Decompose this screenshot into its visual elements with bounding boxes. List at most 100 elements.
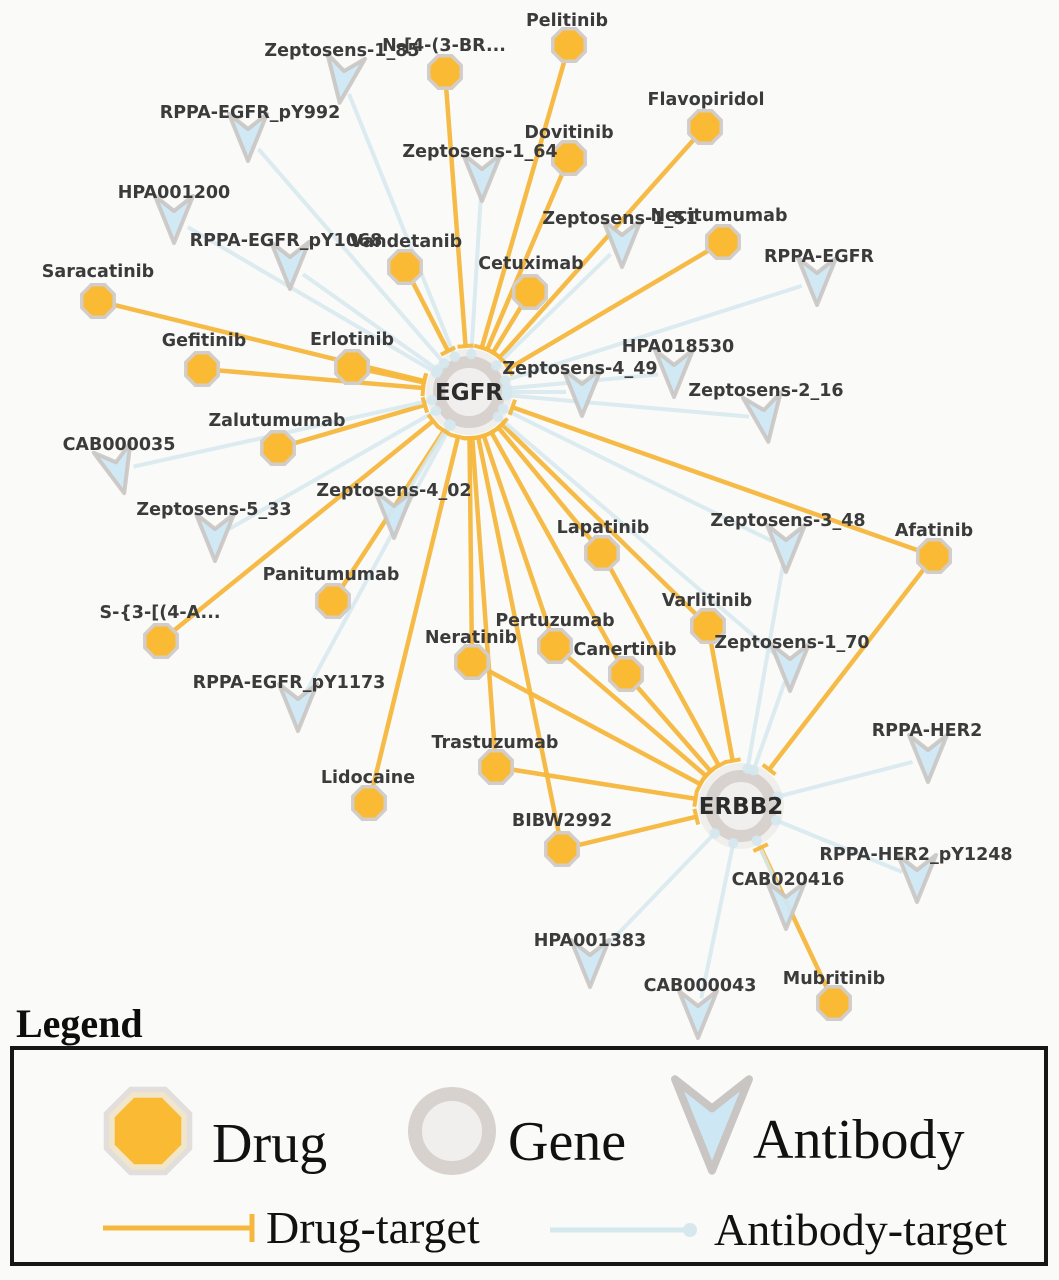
legend-antibody-icon bbox=[671, 1075, 753, 1175]
antibody-target-dot-z5_33-EGFR bbox=[430, 405, 442, 417]
drug-target-edge-neratinib-EGFR bbox=[467, 437, 475, 659]
antibody-node-z2_16[interactable] bbox=[740, 390, 787, 445]
antibody-target-dot-rppa_egfr_py1068-EGFR bbox=[432, 364, 444, 376]
drug-node-dovitinib[interactable] bbox=[551, 140, 587, 176]
drug-target-tee-lidocaine-EGFR bbox=[449, 432, 467, 441]
antibody-node-z1_51[interactable] bbox=[601, 218, 643, 269]
drug-node-zalutumumab[interactable] bbox=[260, 430, 296, 466]
antibody-node-z1_64[interactable] bbox=[461, 152, 503, 203]
antibody-node-z4_02[interactable] bbox=[373, 489, 415, 540]
drug-label-canertinib: Canertinib bbox=[574, 640, 677, 660]
antibody-label-z2_16: Zeptosens-2_16 bbox=[688, 381, 843, 401]
antibody-target-dot-cab000043-ERBB2 bbox=[728, 838, 739, 849]
gene-nodes-layer bbox=[426, 349, 784, 849]
antibody-target-edge-cab000043-ERBB2 bbox=[699, 842, 736, 999]
drug-node-vandetanib[interactable] bbox=[387, 249, 423, 285]
drug-node-lapatinib[interactable] bbox=[584, 535, 620, 571]
antibody-label-z1_51: Zeptosens-1_51 bbox=[542, 209, 697, 229]
antibody-node-cab020416[interactable] bbox=[765, 880, 807, 931]
drug-node-erlotinib[interactable] bbox=[334, 349, 370, 385]
antibody-label-cab000035: CAB000035 bbox=[63, 435, 176, 455]
antibody-node-z1_85[interactable] bbox=[321, 51, 368, 106]
drug-node-saracatinib[interactable] bbox=[80, 283, 116, 319]
antibody-target-edge-z5_33-EGFR bbox=[227, 409, 437, 531]
drug-target-tee-afatinib-EGFR bbox=[507, 399, 517, 416]
drug-node-trastuzumab[interactable] bbox=[478, 749, 514, 785]
antibody-target-dot-rppa_her2_py1248-ERBB2 bbox=[770, 815, 782, 826]
legend-box bbox=[10, 1046, 1048, 1266]
drug-node-flavopiridol[interactable] bbox=[687, 109, 723, 145]
drug-node-afatinib[interactable] bbox=[916, 538, 952, 574]
drug-target-tee-erlotinib-EGFR bbox=[420, 374, 428, 391]
drug-label-cetuximab: Cetuximab bbox=[478, 254, 583, 274]
drug-target-edge-saracatinib-EGFR bbox=[101, 299, 425, 384]
antibody-node-hpa001383[interactable] bbox=[569, 938, 611, 989]
antibody-target-edge-rppa_egfr_py992-EGFR bbox=[256, 147, 446, 365]
drug-node-neratinib[interactable] bbox=[454, 644, 490, 680]
labels-layer: EGFR ERBB2 Pelitinib N-[4-(3-BR... Flavopiri… bbox=[42, 11, 1013, 996]
drug-target-tee-panitumumab-EGFR bbox=[436, 424, 452, 437]
drug-node-mubritinib[interactable] bbox=[816, 985, 852, 1021]
drug-node-lidocaine[interactable] bbox=[351, 785, 387, 821]
antibody-node-cab000035[interactable] bbox=[91, 440, 143, 498]
drug-node-varlitinib[interactable] bbox=[690, 608, 726, 644]
antibody-node-z5_33[interactable] bbox=[194, 512, 236, 563]
antibody-target-edge-hpa001200-EGFR bbox=[186, 225, 438, 375]
drug-label-lapatinib: Lapatinib bbox=[557, 518, 650, 538]
antibody-node-rppa_egfr_py1068[interactable] bbox=[269, 240, 311, 291]
drug-node-bibw2992[interactable] bbox=[544, 831, 580, 867]
drug-target-edge-trastuzumab-EGFR bbox=[470, 437, 498, 764]
gene-node-ERBB2[interactable] bbox=[698, 763, 784, 849]
gene-label-ERBB2: ERBB2 bbox=[699, 794, 784, 820]
legend-antibody-target-label: Antibody-target bbox=[714, 1204, 1007, 1255]
drug-node-necitumumab[interactable] bbox=[705, 224, 741, 260]
antibody-node-rppa_egfr_py1173[interactable] bbox=[277, 682, 319, 733]
antibody-target-dot-cab020416-ERBB2 bbox=[751, 835, 762, 846]
antibody-node-z1_70[interactable] bbox=[769, 642, 811, 693]
drug-target-tee-zalutumumab-EGFR bbox=[420, 396, 430, 414]
drug-node-pelitinib[interactable] bbox=[551, 27, 587, 63]
antibody-target-edge-rppa_her2_py1248-ERBB2 bbox=[775, 818, 903, 874]
drug-target-tee-trastuzumab-ERBB2 bbox=[692, 790, 699, 807]
drug-target-edge-lapatinib-EGFR bbox=[496, 426, 602, 552]
drug-target-tee-mubritinib-ERBB2 bbox=[752, 842, 769, 853]
drug-target-edge-pertuzumab-EGFR bbox=[481, 434, 556, 643]
antibody-node-rppa_egfr[interactable] bbox=[796, 256, 838, 307]
drug-node-n4_3br[interactable] bbox=[427, 54, 463, 90]
antibody-node-cab000043[interactable] bbox=[677, 989, 719, 1040]
antibody-label-z1_85: Zeptosens-1_85 bbox=[264, 41, 419, 61]
drug-node-gefitinib[interactable] bbox=[184, 351, 220, 387]
drug-target-tee-canertinib-ERBB2 bbox=[703, 764, 719, 779]
drug-label-pertuzumab: Pertuzumab bbox=[495, 611, 614, 631]
drug-node-cetuximab[interactable] bbox=[512, 274, 548, 310]
antibody-node-z4_49[interactable] bbox=[561, 367, 603, 418]
antibody-node-hpa001200[interactable] bbox=[153, 194, 195, 245]
drug-label-gefitinib: Gefitinib bbox=[162, 331, 247, 351]
drug-label-saracatinib: Saracatinib bbox=[42, 262, 154, 282]
antibody-node-z3_48[interactable] bbox=[765, 523, 807, 574]
antibody-target-dot-rppa_egfr_py1173-EGFR bbox=[445, 420, 457, 431]
drug-node-canertinib[interactable] bbox=[608, 656, 644, 692]
drug-target-edge-dovitinib-EGFR bbox=[485, 160, 570, 351]
drug-label-panitumumab: Panitumumab bbox=[263, 565, 400, 585]
antibody-target-edge-z1_70-ERBB2 bbox=[751, 681, 787, 771]
legend-drug-target-icon bbox=[103, 1214, 255, 1242]
antibody-node-rppa_egfr_py992[interactable] bbox=[227, 112, 269, 163]
antibody-target-dot-rppa_egfr-EGFR bbox=[500, 375, 511, 386]
drug-node-pertuzumab[interactable] bbox=[537, 628, 573, 664]
antibody-target-dot-z2_16-EGFR bbox=[501, 390, 513, 401]
gene-node-EGFR[interactable] bbox=[426, 349, 512, 435]
antibody-label-rppa_egfr_py992: RPPA-EGFR_pY992 bbox=[160, 103, 341, 123]
antibody-target-edge-rppa_egfr-EGFR bbox=[504, 283, 803, 383]
antibody-node-rppa_her2[interactable] bbox=[907, 733, 949, 784]
drug-target-edge-canertinib-ERBB2 bbox=[626, 675, 713, 773]
drug-label-lidocaine: Lidocaine bbox=[321, 768, 415, 788]
drug-node-s3_4a[interactable] bbox=[143, 623, 179, 659]
drug-node-panitumumab[interactable] bbox=[315, 583, 351, 619]
antibody-target-edge-z3_48-EGFR bbox=[502, 406, 773, 543]
antibody-label-rppa_egfr_py1173: RPPA-EGFR_pY1173 bbox=[193, 673, 386, 693]
antibody-node-rppa_her2_py1248[interactable] bbox=[896, 853, 938, 904]
antibody-node-hpa018530[interactable] bbox=[653, 348, 695, 399]
drug-label-trastuzumab: Trastuzumab bbox=[432, 733, 559, 753]
